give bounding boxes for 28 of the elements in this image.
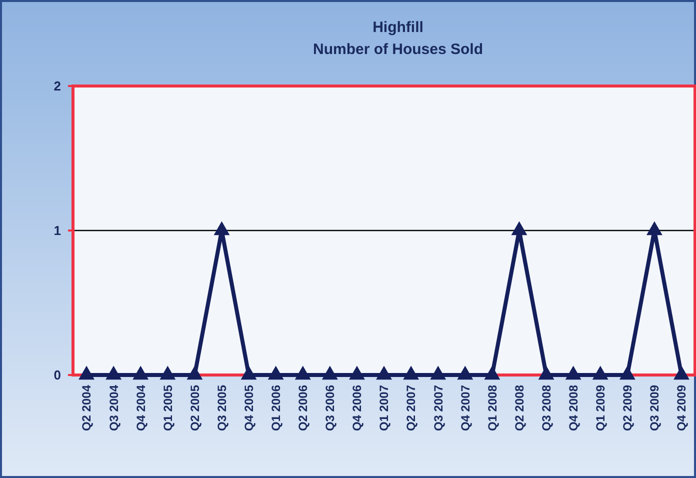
x-tick-label: Q4 2008 <box>566 384 581 432</box>
x-tick-label: Q4 2004 <box>134 384 148 432</box>
x-tick-label: Q3 2007 <box>431 384 446 432</box>
x-tick-label: Q1 2007 <box>377 384 392 432</box>
x-tick-label: Q2 2005 <box>188 384 202 432</box>
x-tick-label: Q1 2006 <box>269 384 284 432</box>
x-tick-label: Q4 2006 <box>350 384 364 432</box>
x-tick-label: Q1 2008 <box>485 384 500 432</box>
y-tick-label: 0 <box>54 368 61 383</box>
chart-title: Highfill <box>372 19 424 36</box>
x-tick-label: Q3 2008 <box>539 384 554 432</box>
x-tick-label: Q4 2005 <box>242 384 256 432</box>
x-tick-label: Q2 2006 <box>296 384 310 432</box>
x-tick-label: Q4 2009 <box>674 384 689 432</box>
x-tick-label: Q3 2009 <box>648 384 662 432</box>
x-tick-label: Q2 2004 <box>80 384 94 432</box>
x-tick-label: Q1 2009 <box>594 384 608 432</box>
x-tick-label: Q4 2007 <box>458 384 472 432</box>
x-tick-label: Q3 2005 <box>214 384 229 432</box>
x-tick-label: Q3 2004 <box>106 384 121 432</box>
x-tick-label: Q2 2008 <box>512 384 526 432</box>
x-tick-label: Q2 2007 <box>404 384 418 432</box>
x-tick-label: Q2 2009 <box>620 384 635 432</box>
y-tick-label: 1 <box>54 223 61 238</box>
chart-subtitle: Number of Houses Sold <box>312 41 484 58</box>
x-tick-label: Q1 2005 <box>160 384 175 432</box>
y-tick-label: 2 <box>54 78 61 94</box>
x-tick-label: Q3 2006 <box>323 384 338 432</box>
